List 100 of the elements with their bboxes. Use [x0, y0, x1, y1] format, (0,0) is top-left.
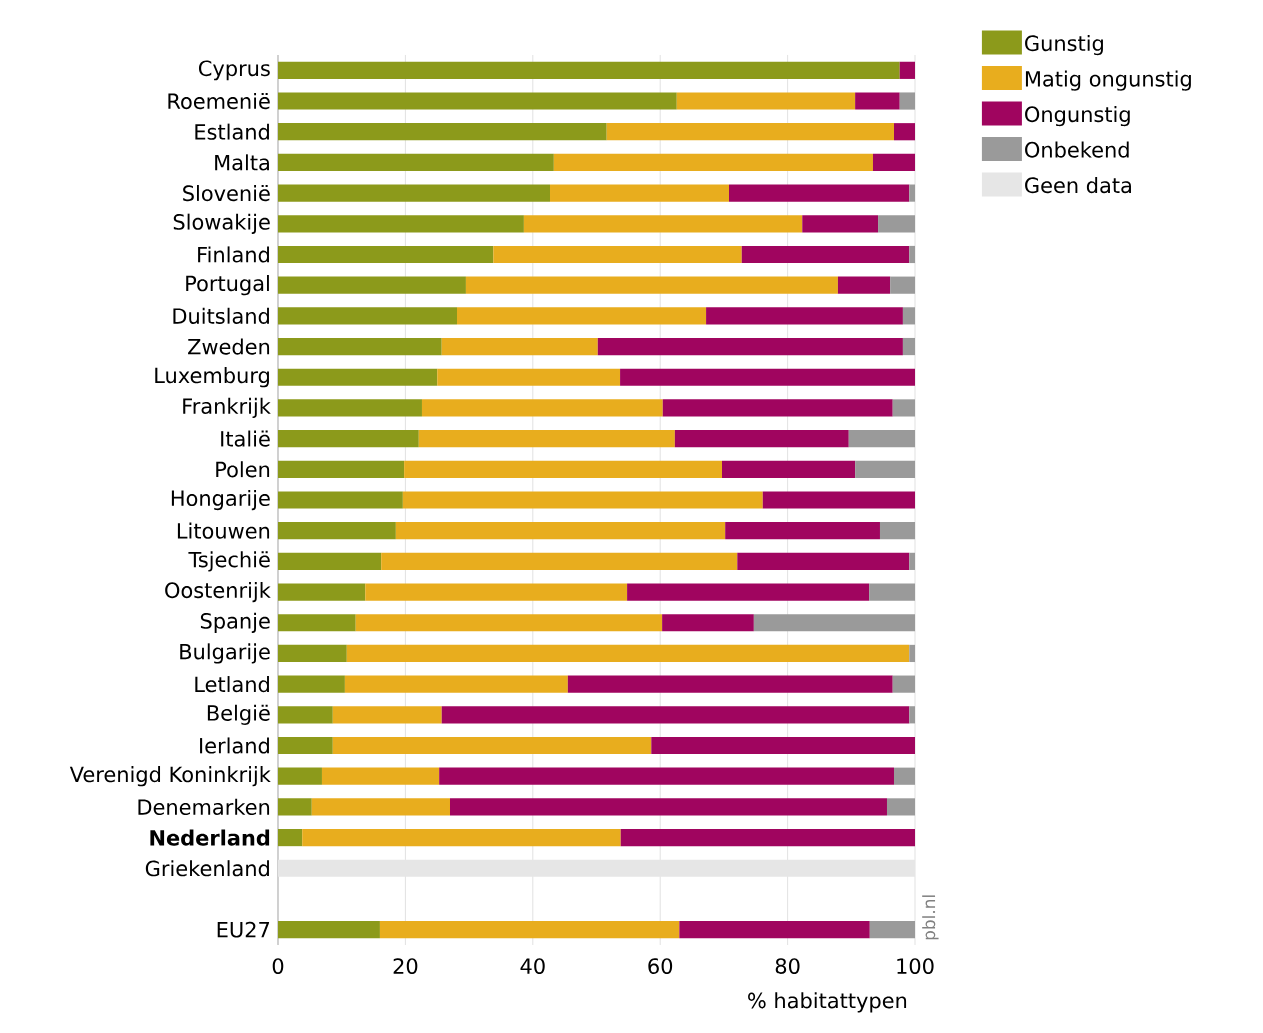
y-tick-label: Polen — [216, 461, 270, 478]
bar — [321, 767, 440, 785]
bar — [553, 153, 873, 171]
bar — [627, 583, 870, 601]
bar — [878, 215, 916, 233]
bar — [679, 921, 870, 939]
legend-label: Geen data — [1025, 177, 1131, 194]
bar — [278, 828, 303, 847]
y-tick-label: Griekenland — [145, 860, 269, 877]
bar — [421, 399, 663, 417]
bar — [890, 276, 916, 294]
bar — [886, 798, 916, 816]
bar — [437, 368, 621, 386]
bar — [278, 522, 396, 540]
y-tick-label: Bulgarije — [180, 643, 270, 664]
y-tick-label: België — [207, 704, 270, 725]
bar — [278, 859, 916, 877]
y-tick-label: Cyprus — [198, 60, 270, 81]
y-tick-label: Slowakije — [173, 213, 270, 234]
y-tick-label: Tsjechië — [188, 551, 270, 572]
bar — [706, 307, 903, 325]
bar — [332, 736, 652, 755]
bar — [465, 276, 838, 294]
bar — [872, 153, 916, 171]
bar — [493, 245, 742, 264]
legend-label: Onbekend — [1025, 141, 1129, 158]
bar — [674, 430, 849, 448]
bar — [662, 399, 893, 417]
y-tick-label: EU27 — [217, 921, 270, 938]
y-tick-label: Portugal — [186, 275, 269, 296]
bar — [278, 460, 405, 478]
y-tick-label: Malta — [215, 154, 269, 171]
x-tick-label: 80 — [775, 958, 800, 974]
bar — [879, 522, 916, 540]
bar — [278, 583, 366, 601]
bar — [278, 675, 345, 693]
bar — [381, 552, 738, 570]
bar — [355, 614, 663, 632]
bar — [909, 245, 916, 264]
bar — [278, 644, 347, 663]
y-tick-label: Duitsland — [173, 307, 269, 324]
bar — [662, 614, 754, 632]
bar — [899, 92, 916, 110]
bar — [741, 245, 910, 264]
bar — [802, 215, 879, 233]
bar — [550, 184, 729, 202]
bar — [729, 184, 910, 202]
x-axis-title: % habitattypen — [748, 992, 907, 1013]
bar — [344, 675, 568, 693]
bar — [311, 798, 450, 816]
x-tick-label: 0 — [272, 958, 284, 974]
bar — [523, 215, 803, 233]
bar — [278, 307, 458, 325]
bar — [892, 675, 916, 693]
y-tick-label: Luxemburg — [155, 367, 269, 388]
y-tick-label: Hongarije — [171, 489, 270, 511]
bar — [346, 644, 910, 663]
bar — [737, 552, 910, 570]
bar — [893, 767, 916, 785]
y-tick-label: Roemenië — [168, 92, 270, 110]
y-tick-label: Nederland — [150, 829, 270, 846]
bar — [457, 307, 707, 325]
y-tick-label: Frankrijk — [183, 397, 271, 419]
bar — [332, 706, 442, 724]
bar — [909, 184, 916, 202]
bar — [404, 460, 722, 478]
bar — [302, 828, 621, 847]
bar — [620, 828, 916, 847]
bar — [441, 337, 598, 356]
bar — [869, 583, 916, 601]
bar — [278, 123, 607, 141]
bar — [676, 92, 856, 110]
bar — [651, 736, 916, 755]
bar — [278, 430, 419, 448]
bar — [278, 767, 322, 785]
bar — [450, 798, 887, 816]
bar — [278, 276, 466, 294]
bar — [278, 399, 422, 417]
bar — [899, 61, 916, 79]
y-tick-label: Verenigd Koninkrijk — [69, 766, 271, 787]
legend-label: Ongunstig — [1025, 106, 1130, 127]
x-tick-label: 60 — [648, 958, 673, 974]
bar — [753, 614, 916, 632]
bar — [855, 92, 900, 110]
bar — [278, 491, 403, 509]
bar — [278, 92, 677, 110]
y-tick-label: Estland — [195, 123, 269, 140]
bar — [848, 430, 916, 448]
bar — [567, 675, 893, 693]
bar — [762, 491, 916, 509]
y-tick-label: Letland — [195, 676, 269, 693]
bar — [365, 583, 628, 601]
bar — [402, 491, 763, 509]
legend-label: Matig ongunstig — [1025, 70, 1191, 91]
bar — [278, 368, 438, 386]
bar — [278, 245, 494, 264]
bar — [855, 460, 916, 478]
bar — [278, 184, 551, 202]
y-tick-label: Zweden — [188, 338, 270, 355]
y-tick-label: Spanje — [200, 612, 270, 633]
